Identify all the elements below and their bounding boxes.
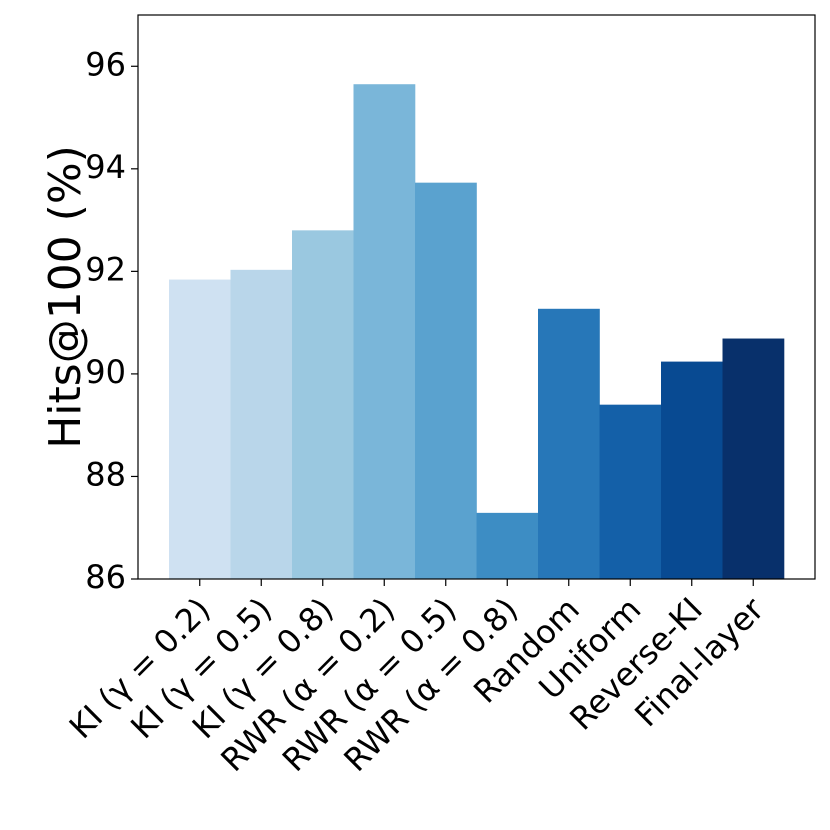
bar bbox=[353, 84, 416, 579]
bar bbox=[661, 361, 723, 579]
bar bbox=[722, 338, 785, 579]
bar bbox=[169, 279, 231, 579]
bar bbox=[599, 404, 662, 579]
y-tick-label: 92 bbox=[85, 250, 126, 288]
bar bbox=[230, 269, 293, 579]
plot-frame bbox=[137, 14, 816, 580]
y-tick-label: 88 bbox=[85, 455, 126, 493]
bar bbox=[415, 182, 477, 580]
bar bbox=[538, 308, 600, 579]
y-tick-label: 90 bbox=[85, 353, 126, 391]
bar bbox=[476, 512, 539, 579]
y-axis-label: Hits@100 (%) bbox=[40, 145, 91, 449]
y-tick-label: 94 bbox=[85, 148, 126, 186]
y-tick-label: 96 bbox=[85, 45, 126, 83]
bar bbox=[292, 230, 354, 579]
y-tick-label: 86 bbox=[85, 558, 126, 596]
